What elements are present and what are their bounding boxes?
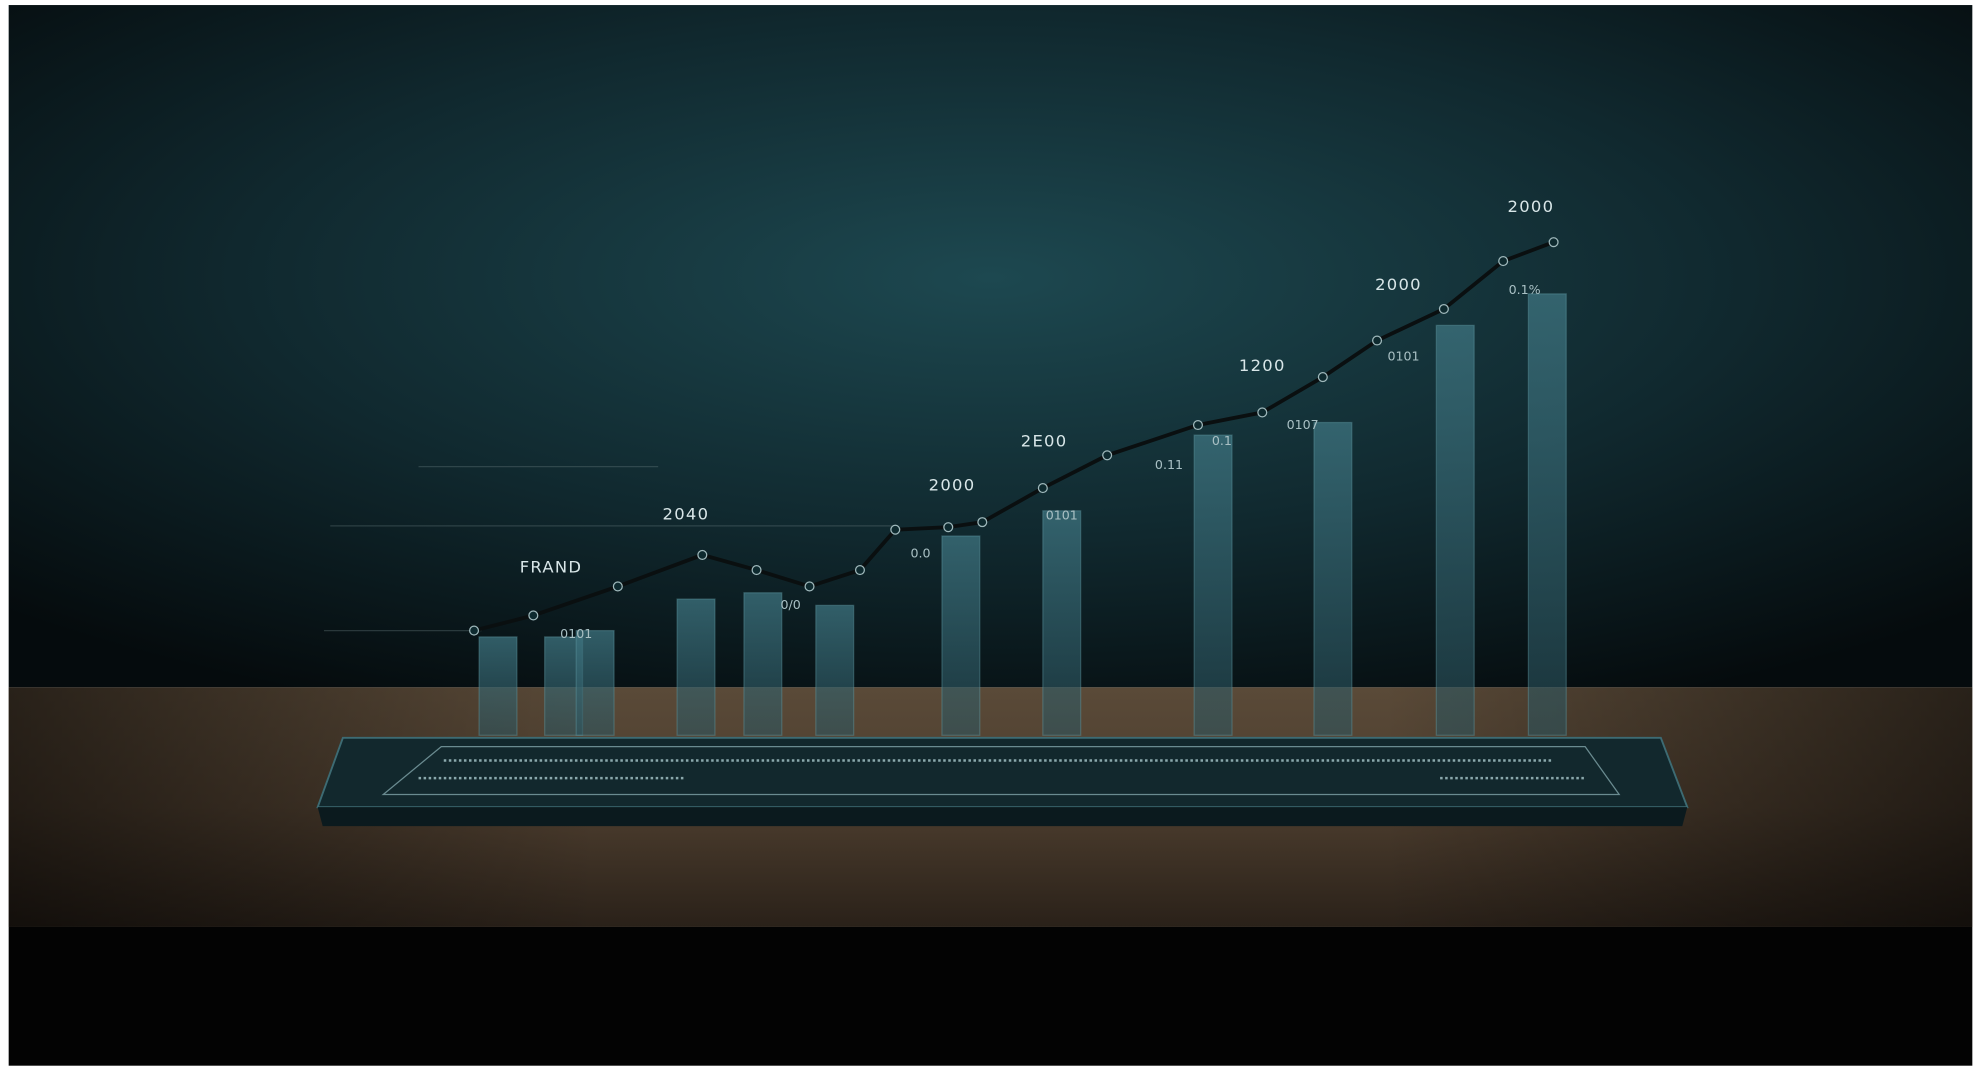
guide-lines <box>323 466 898 632</box>
value-label: 2E00 <box>1021 431 1068 450</box>
trend-point <box>977 517 988 528</box>
trend-point <box>1438 303 1449 315</box>
value-label: FRAND <box>520 558 583 577</box>
bar-label: 0101 <box>1387 349 1419 364</box>
glass-bar <box>1042 510 1082 736</box>
trend-point <box>751 565 762 576</box>
bar-label: 0.0 <box>910 545 930 560</box>
bar-label: 0101 <box>1046 508 1078 523</box>
glass-bar <box>1193 434 1233 736</box>
glass-bar <box>575 629 615 736</box>
trend-point <box>528 610 539 621</box>
trend-point <box>1037 483 1048 494</box>
bar-label: 0.1% <box>1509 282 1541 297</box>
bar-label: 0/0 <box>780 597 800 612</box>
trend-points <box>469 237 1559 636</box>
trend-point <box>1192 419 1204 431</box>
trend-point <box>1498 256 1509 267</box>
trend-point <box>943 522 954 533</box>
glass-bar <box>743 592 783 736</box>
bar-label: 0.1 <box>1212 433 1232 448</box>
value-label: 2040 <box>663 505 710 524</box>
trend-point <box>1257 407 1268 418</box>
trend-point <box>1317 372 1328 383</box>
trend-point <box>612 581 623 592</box>
glass-bar <box>1435 324 1475 736</box>
glass-bar <box>941 535 981 736</box>
platform-edge <box>317 807 1688 827</box>
value-label: 2000 <box>1375 275 1422 294</box>
labels: 2000 2000 1200 2E00 2000 2040 FRAND 0.1% 0101 010… <box>520 197 1555 641</box>
value-label: 2000 <box>929 476 976 495</box>
bar-label: 0.11 <box>1155 457 1183 472</box>
floor <box>8 926 1973 1066</box>
glass-bar <box>676 598 716 736</box>
trend-point <box>1372 335 1383 346</box>
trend-point <box>890 524 901 535</box>
bar-label: 0107 <box>1287 417 1319 432</box>
wall <box>8 5 1973 688</box>
trend-point <box>1548 237 1559 248</box>
trend-point <box>854 565 866 576</box>
trend-point <box>1102 450 1113 461</box>
glass-bar <box>1527 293 1567 736</box>
glass-bar <box>1313 421 1353 736</box>
trend-point <box>469 625 480 636</box>
glass-bar <box>478 636 518 736</box>
bars <box>478 293 1567 736</box>
value-label: 1200 <box>1239 356 1286 375</box>
platform-frame <box>381 745 1621 796</box>
trend-point <box>697 549 708 560</box>
bar-label: 0101 <box>560 626 592 641</box>
platform <box>316 736 1689 809</box>
trend-point <box>804 581 815 592</box>
platform-ticks <box>418 759 1586 780</box>
value-label: 2000 <box>1508 197 1555 216</box>
glass-bar <box>815 604 855 736</box>
